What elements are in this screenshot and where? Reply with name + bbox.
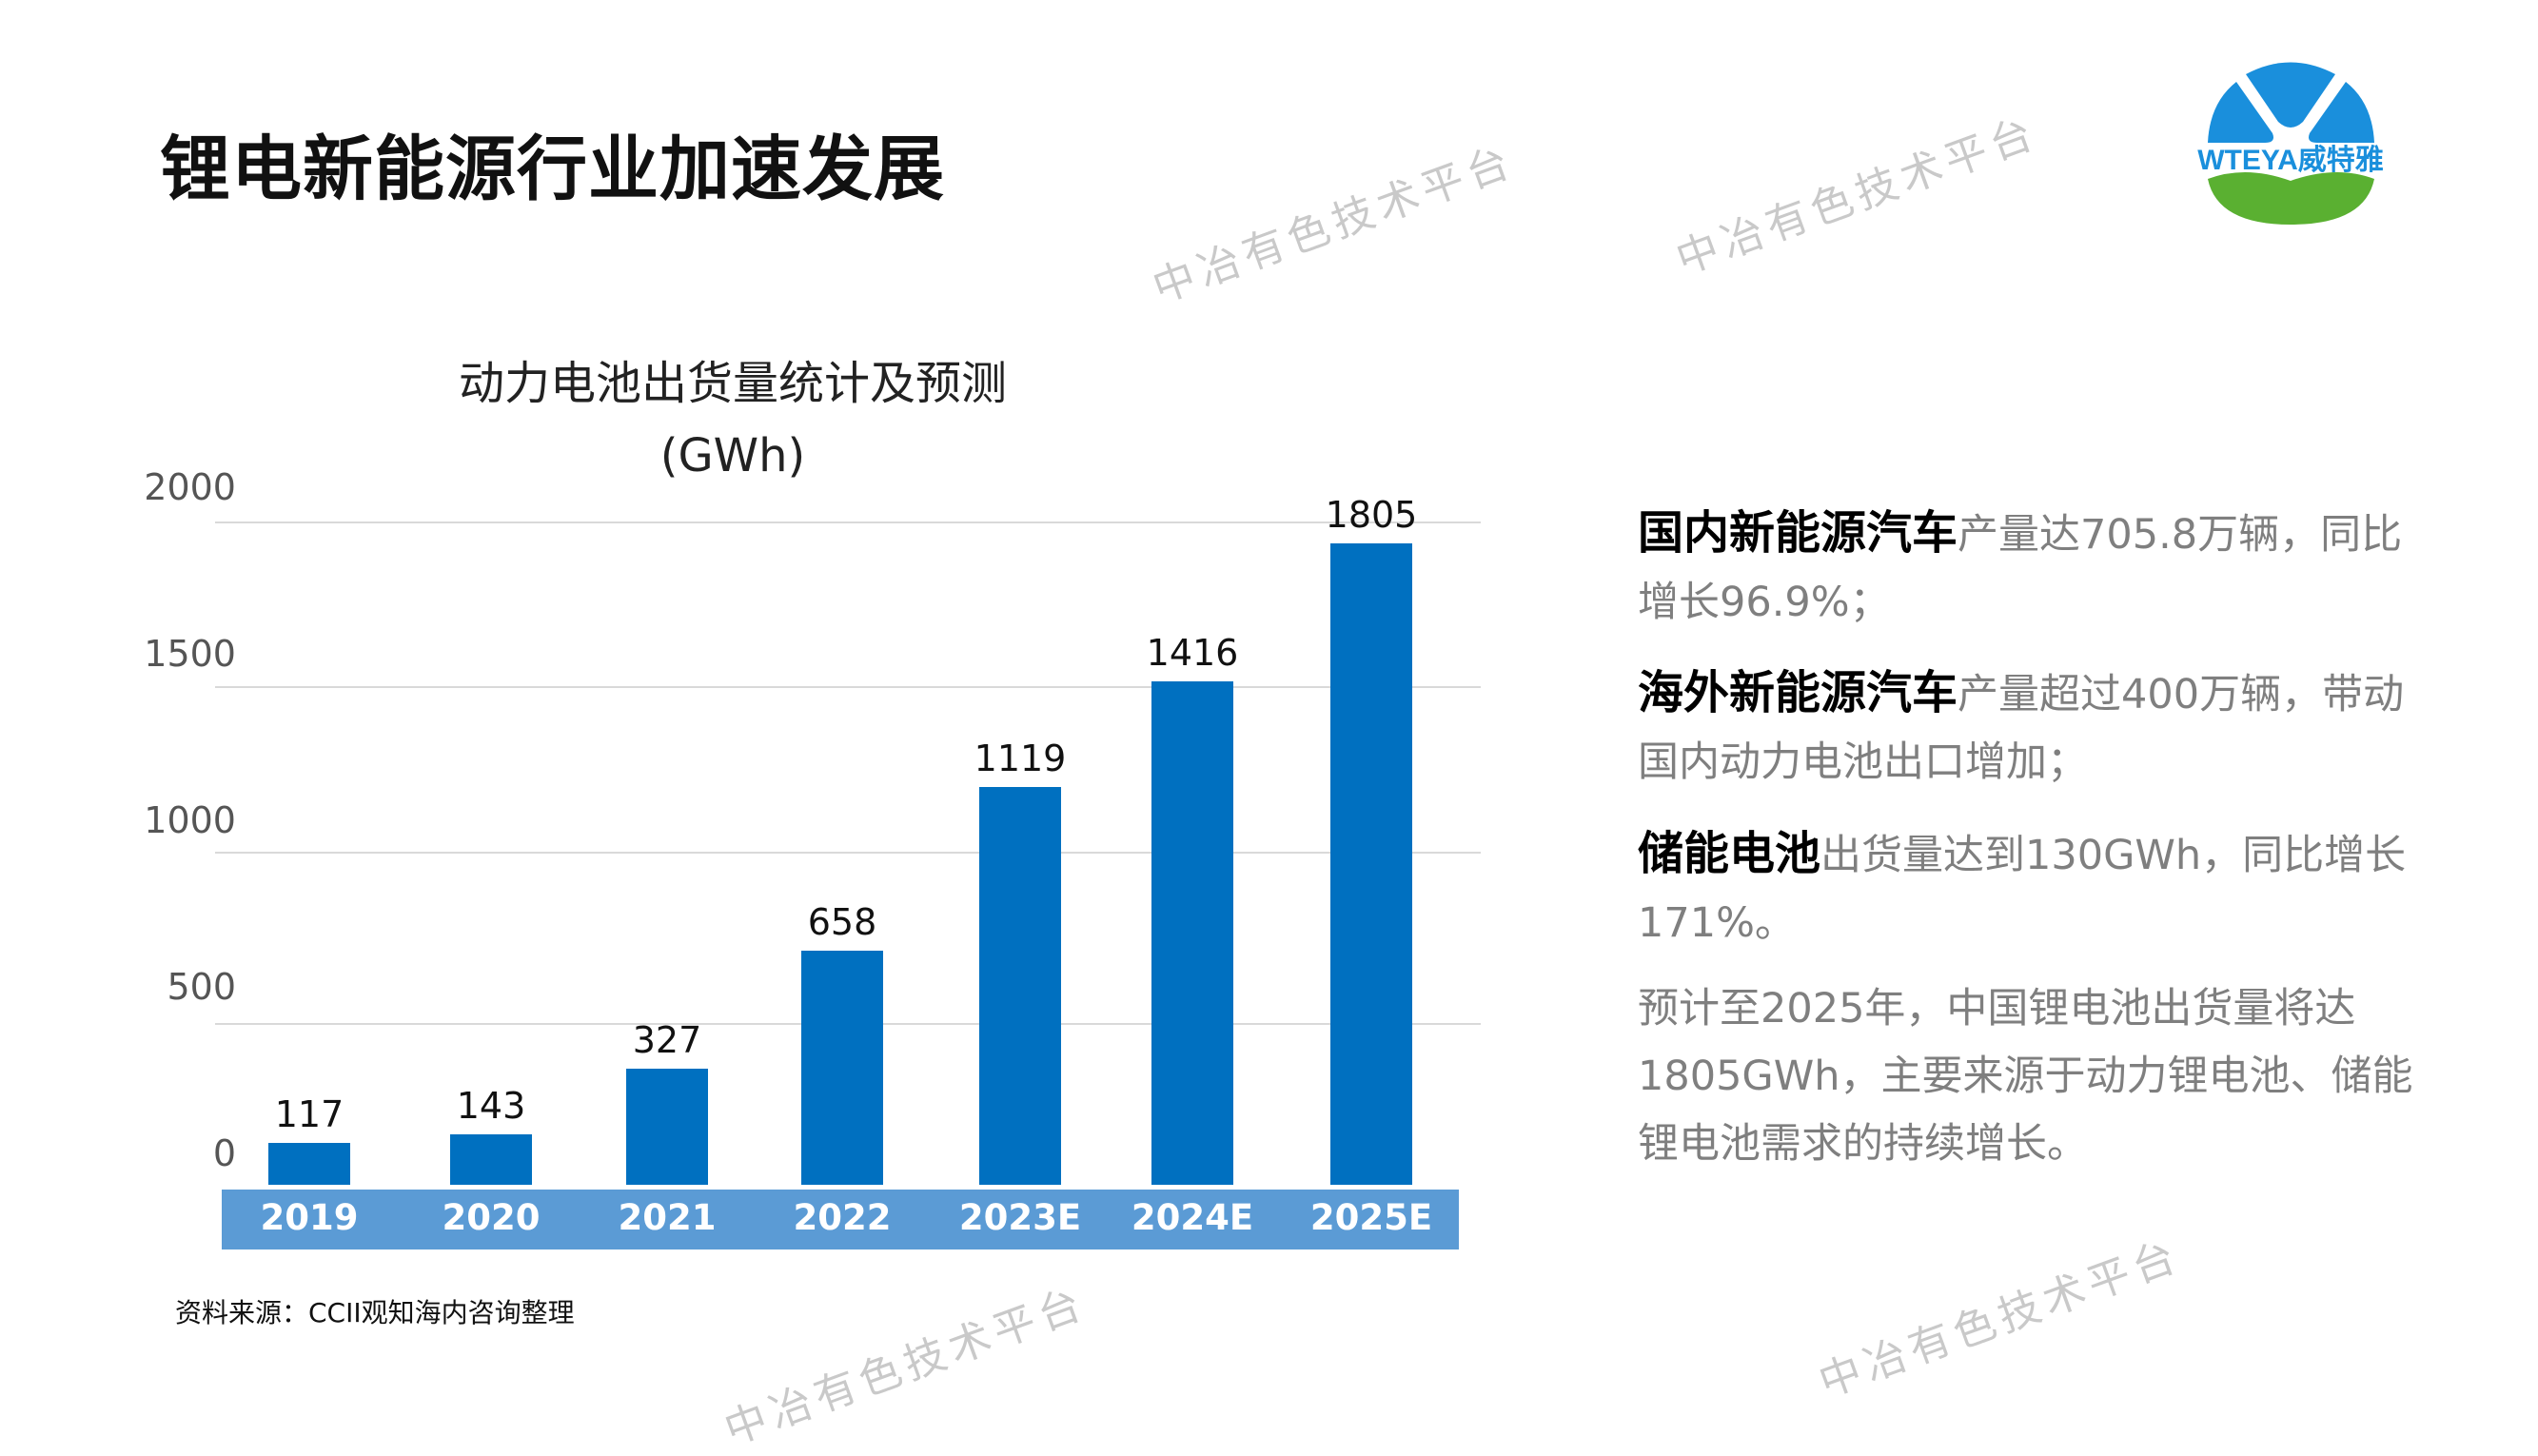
page-title: 锂电新能源行业加速发展 (160, 128, 945, 210)
x-tick-label: 2025E (1309, 1197, 1433, 1238)
data-label: 327 (632, 1018, 702, 1061)
watermark-text: 中冶有色技术平台 (1812, 1230, 2188, 1407)
point-text: 预计至2025年，中国锂电池出货量将达1805GWh，主要来源于动力锂电池、储能… (1638, 985, 2413, 1168)
point-energy-storage: 储能电池出货量达到130GWh，同比增长171%。 (1638, 820, 2428, 957)
data-label: 117 (274, 1093, 344, 1136)
bar-2025E (1330, 542, 1412, 1185)
point-domestic-ev: 国内新能源汽车产量达705.8万辆，同比增长96.9%； (1638, 500, 2428, 637)
data-label: 658 (807, 901, 877, 944)
bar-2019 (268, 1143, 350, 1185)
y-tick-label: 1000 (144, 799, 236, 841)
x-tick-label: 2020 (442, 1197, 541, 1238)
chart-title: 动力电池出货量统计及预测 (GWh) (285, 347, 1180, 492)
svg-text:WTEYA威特雅: WTEYA威特雅 (2197, 145, 2384, 176)
bar-2021 (626, 1068, 708, 1185)
chart-title-unit: (GWh) (659, 429, 806, 482)
bar-2020 (450, 1133, 532, 1185)
x-tick-label: 2023E (958, 1197, 1082, 1238)
source-note: 资料来源：CCII观知海内咨询整理 (175, 1297, 575, 1328)
x-tick-label: 2019 (260, 1197, 359, 1238)
wteya-logo: WTEYA威特雅 (2197, 62, 2384, 225)
watermark-text: 中冶有色技术平台 (1669, 108, 2045, 285)
x-tick-label: 2021 (618, 1197, 717, 1238)
watermark-text: 中冶有色技术平台 (718, 1278, 1093, 1455)
watermark-text: 中冶有色技术平台 (1146, 136, 1522, 313)
gridline (215, 686, 1481, 688)
y-tick-label: 0 (212, 1132, 236, 1174)
gridline (215, 521, 1481, 523)
point-heading: 储能电池 (1638, 827, 1821, 880)
x-tick-label: 2024E (1131, 1197, 1254, 1238)
point-text: 产量达705.8万辆，同比增长96.9%； (1638, 511, 2403, 626)
point-overseas-ev: 海外新能源汽车产量超过400万辆，带动国内动力电池出口增加； (1638, 659, 2428, 797)
chart-title-main: 动力电池出货量统计及预测 (458, 357, 1007, 410)
y-tick-label: 2000 (144, 466, 236, 508)
y-tick-label: 1500 (144, 633, 236, 675)
data-label: 1805 (1325, 493, 1418, 536)
bar-2022 (801, 951, 883, 1185)
bar-2023E (979, 787, 1061, 1185)
point-heading: 国内新能源汽车 (1638, 506, 1958, 560)
data-label: 143 (456, 1084, 526, 1127)
x-tick-label: 2022 (793, 1197, 892, 1238)
point-forecast: 预计至2025年，中国锂电池出货量将达1805GWh，主要来源于动力锂电池、储能… (1638, 975, 2428, 1178)
point-text: 出货量达到130GWh，同比增长171%。 (1638, 832, 2407, 947)
category-band (222, 1190, 1459, 1249)
y-tick-label: 500 (167, 966, 236, 1008)
data-label: 1416 (1146, 632, 1239, 675)
bar-2024E (1151, 681, 1233, 1185)
gridline (215, 852, 1481, 854)
point-heading: 海外新能源汽车 (1638, 666, 1958, 719)
data-label: 1119 (974, 738, 1067, 780)
point-text: 产量超过400万辆，带动国内动力电池出口增加； (1638, 671, 2405, 786)
